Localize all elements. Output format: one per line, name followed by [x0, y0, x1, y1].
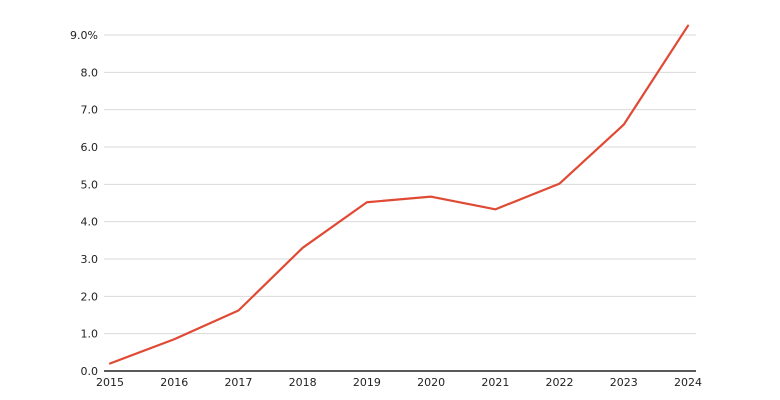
- y-tick-label: 4.0: [81, 216, 99, 229]
- y-tick-label: 2.0: [81, 290, 99, 303]
- y-tick-label: 3.0: [81, 253, 99, 266]
- x-tick-label: 2021: [481, 376, 509, 389]
- y-tick-label: 5.0: [81, 178, 99, 191]
- x-tick-label: 2020: [417, 376, 445, 389]
- y-tick-label: 9.0%: [70, 29, 98, 42]
- x-tick-label: 2022: [546, 376, 574, 389]
- y-tick-label: 8.0: [81, 66, 99, 79]
- x-tick-label: 2024: [674, 376, 702, 389]
- y-tick-label: 6.0: [81, 141, 99, 154]
- x-tick-label: 2023: [610, 376, 638, 389]
- y-tick-label: 0.0: [81, 365, 99, 378]
- series-group: [108, 24, 690, 365]
- y-axis: 0.0 1.0 2.0 3.0 4.0 5.0 6.0 7.0 8.0 9.0%: [70, 29, 98, 378]
- x-tick-label: 2015: [96, 376, 124, 389]
- x-tick-label: 2019: [353, 376, 381, 389]
- y-tick-label: 1.0: [81, 328, 99, 341]
- grid-lines: [104, 34, 696, 335]
- x-tick-label: 2017: [224, 376, 252, 389]
- x-tick-label: 2016: [160, 376, 188, 389]
- x-axis: 2015 2016 2017 2018 2019 2020 2021 2022 2023 2024: [96, 376, 702, 389]
- x-tick-label: 2018: [289, 376, 317, 389]
- series-line: [108, 24, 690, 365]
- y-tick-label: 7.0: [81, 104, 99, 117]
